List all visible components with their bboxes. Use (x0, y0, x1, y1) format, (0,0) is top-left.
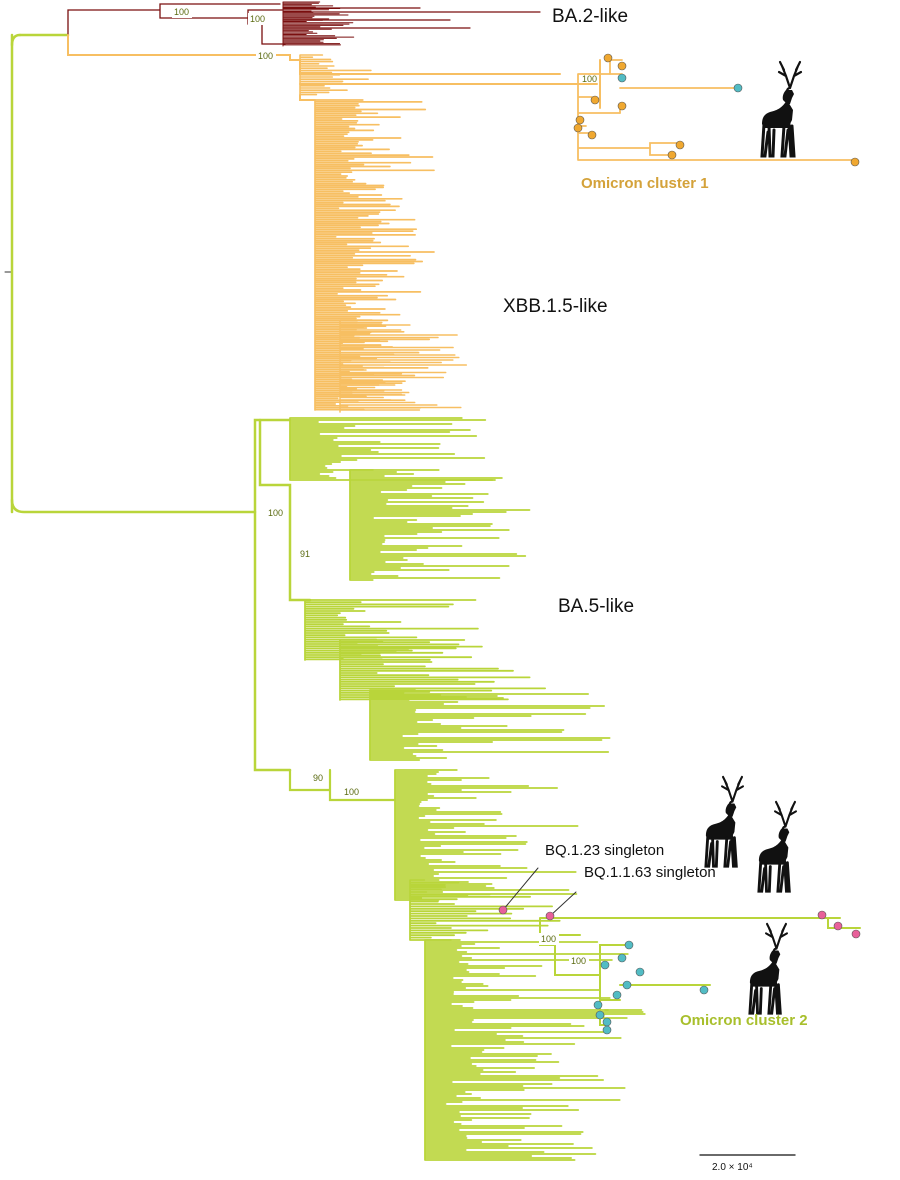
ba2-clade-label: BA.2-like (552, 6, 629, 27)
bootstrap-label-bg (248, 13, 268, 25)
xbb-upper-fan (299, 54, 372, 96)
teal-tip-marker (595, 1010, 605, 1020)
cluster1-branches (577, 73, 856, 161)
bootstrap-label-bg (172, 6, 192, 18)
cluster1-branches-b (609, 59, 736, 114)
bootstrap-label-bg (569, 955, 589, 967)
cluster1-branches-c (649, 142, 681, 156)
bootstrap-label: 100 (541, 934, 556, 944)
pink-tip-marker (833, 921, 843, 931)
teal-tip-marker (733, 83, 743, 93)
pink-tip-marker (851, 929, 861, 939)
bootstrap-label-bg (311, 772, 325, 784)
bootstrap-label-bg (266, 507, 286, 519)
ba5-fan-1 (289, 417, 494, 481)
teal-tip-marker (602, 1025, 612, 1035)
bootstrap-label: 91 (300, 549, 310, 559)
bootstrap-label-bg (298, 548, 312, 560)
teal-tip-marker (624, 940, 634, 950)
teal-tip-marker (612, 990, 622, 1000)
teal-tip-marker (593, 1000, 603, 1010)
bootstrap-label: 100 (174, 7, 189, 17)
bq123-singleton-label: BQ.1.23 singleton (545, 842, 665, 859)
ba5-fan-7 (409, 879, 561, 941)
xbb-leaf-fan (314, 99, 435, 411)
bootstrap-label-bg (256, 50, 276, 62)
orange-tip-marker (850, 157, 860, 167)
cluster2-branches-b (554, 934, 711, 1026)
cluster-1-title: Omicron cluster 1 (581, 175, 709, 192)
leader-bq1163 (549, 891, 577, 917)
orange-tip-marker (617, 101, 627, 111)
scale-bar-label: 2.0 × 10⁴ (712, 1162, 753, 1173)
ba5-lower-backbone (288, 768, 397, 802)
xbb-lower-fan (339, 319, 468, 413)
ba5-fan-6 (394, 769, 579, 901)
bootstrap-label: 100 (258, 51, 273, 61)
bootstrap-label: 100 (344, 787, 359, 797)
ba5-clade-label: BA.5-like (558, 596, 635, 617)
bootstrap-label: 90 (313, 773, 323, 783)
bootstrap-label: 100 (582, 74, 597, 84)
cluster1-link (299, 59, 601, 109)
xbb-outlier (299, 59, 561, 75)
ba5-fan-8 (424, 939, 646, 1161)
ba2-long-leaves (282, 7, 541, 29)
pink-tip-marker (498, 905, 508, 915)
teal-tip-marker (617, 953, 627, 963)
cluster-2-title: Omicron cluster 2 (680, 1012, 808, 1029)
bootstrap-label-bg (342, 786, 362, 798)
teal-tip-marker (699, 985, 709, 995)
ba5-fan-5 (369, 689, 611, 761)
orange-tip-marker (617, 61, 627, 71)
xbb-clade-label: XBB.1.5-like (503, 296, 608, 317)
ba5-upper-backbone (258, 418, 312, 602)
bootstrap-label: 100 (268, 508, 283, 518)
teal-tip-marker (600, 960, 610, 970)
ba5-backbone (253, 418, 292, 772)
orange-tip-marker (675, 140, 685, 150)
orange-tip-marker (587, 130, 597, 140)
bootstrap-label-bg (539, 933, 559, 945)
bq1163-singleton-label: BQ.1.1.63 singleton (584, 864, 716, 881)
pink-tip-marker (817, 910, 827, 920)
teal-tip-marker (622, 980, 632, 990)
orange-tip-marker (667, 150, 677, 160)
orange-tip-marker (573, 123, 583, 133)
ba5-stem (10, 498, 257, 514)
orange-tip-marker (603, 53, 613, 63)
orange-tip-marker (575, 115, 585, 125)
orange-tip-marker (590, 95, 600, 105)
bootstrap-label: 100 (250, 14, 265, 24)
ba5-fan-2 (349, 469, 531, 581)
leader-bq123 (502, 867, 539, 911)
deer-icon (757, 800, 797, 893)
ba2-stem-lower (261, 23, 286, 45)
deer-icon (760, 60, 803, 158)
pink-tip-marker (545, 911, 555, 921)
teal-tip-marker (617, 73, 627, 83)
teal-tip-marker (635, 967, 645, 977)
deer-icon (704, 775, 744, 868)
xbb-mid (299, 94, 316, 101)
bootstrap-label: 100 (571, 956, 586, 966)
root-curve-top (10, 33, 22, 47)
teal-tip-marker (602, 1017, 612, 1027)
deer-icon (748, 922, 788, 1015)
